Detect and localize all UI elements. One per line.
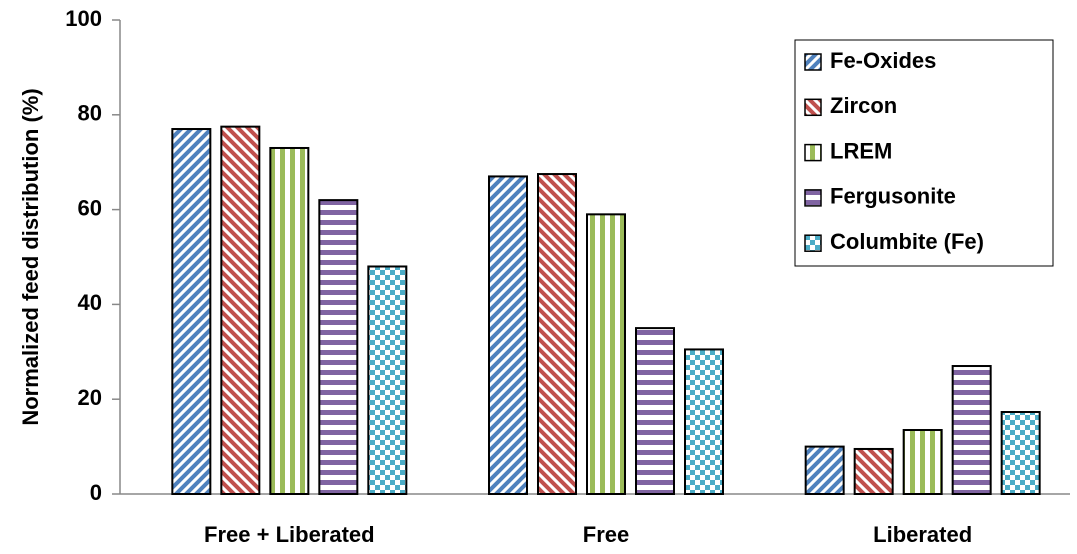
x-tick-label: Liberated: [873, 522, 972, 547]
bar: [537, 173, 577, 496]
bar: [635, 327, 675, 495]
legend-label: Zircon: [830, 93, 897, 118]
bar: [902, 429, 943, 496]
bar: [488, 175, 528, 495]
bar: [804, 445, 845, 496]
legend-box: [794, 39, 1054, 267]
legend-swatch: [804, 53, 822, 71]
y-tick-label: 100: [65, 6, 102, 31]
y-tick-label: 40: [78, 290, 102, 315]
legend-swatch: [804, 234, 822, 252]
bar: [220, 125, 261, 496]
bar: [1000, 410, 1041, 495]
legend-swatch: [804, 98, 822, 117]
legend-swatch: [804, 143, 822, 162]
y-axis-title: Normalized feed distribution (%): [18, 88, 43, 425]
bar: [586, 213, 626, 495]
legend-swatch: [804, 189, 822, 207]
x-tick-label: Free + Liberated: [204, 522, 375, 547]
y-tick-label: 60: [78, 195, 102, 220]
legend-label: Columbite (Fe): [830, 229, 984, 254]
bar: [318, 199, 359, 495]
x-tick-label: Free: [583, 522, 629, 547]
y-tick-label: 20: [78, 385, 102, 410]
bar: [171, 128, 212, 496]
bar: [853, 447, 894, 495]
bar: [684, 348, 724, 495]
y-tick-label: 0: [90, 480, 102, 505]
y-tick-label: 80: [78, 101, 102, 126]
legend-label: LREM: [830, 138, 892, 163]
bar: [367, 265, 408, 496]
bar: [951, 365, 992, 495]
bar: [269, 146, 310, 495]
legend-label: Fe-Oxides: [830, 48, 936, 73]
legend-label: Fergusonite: [830, 184, 956, 209]
